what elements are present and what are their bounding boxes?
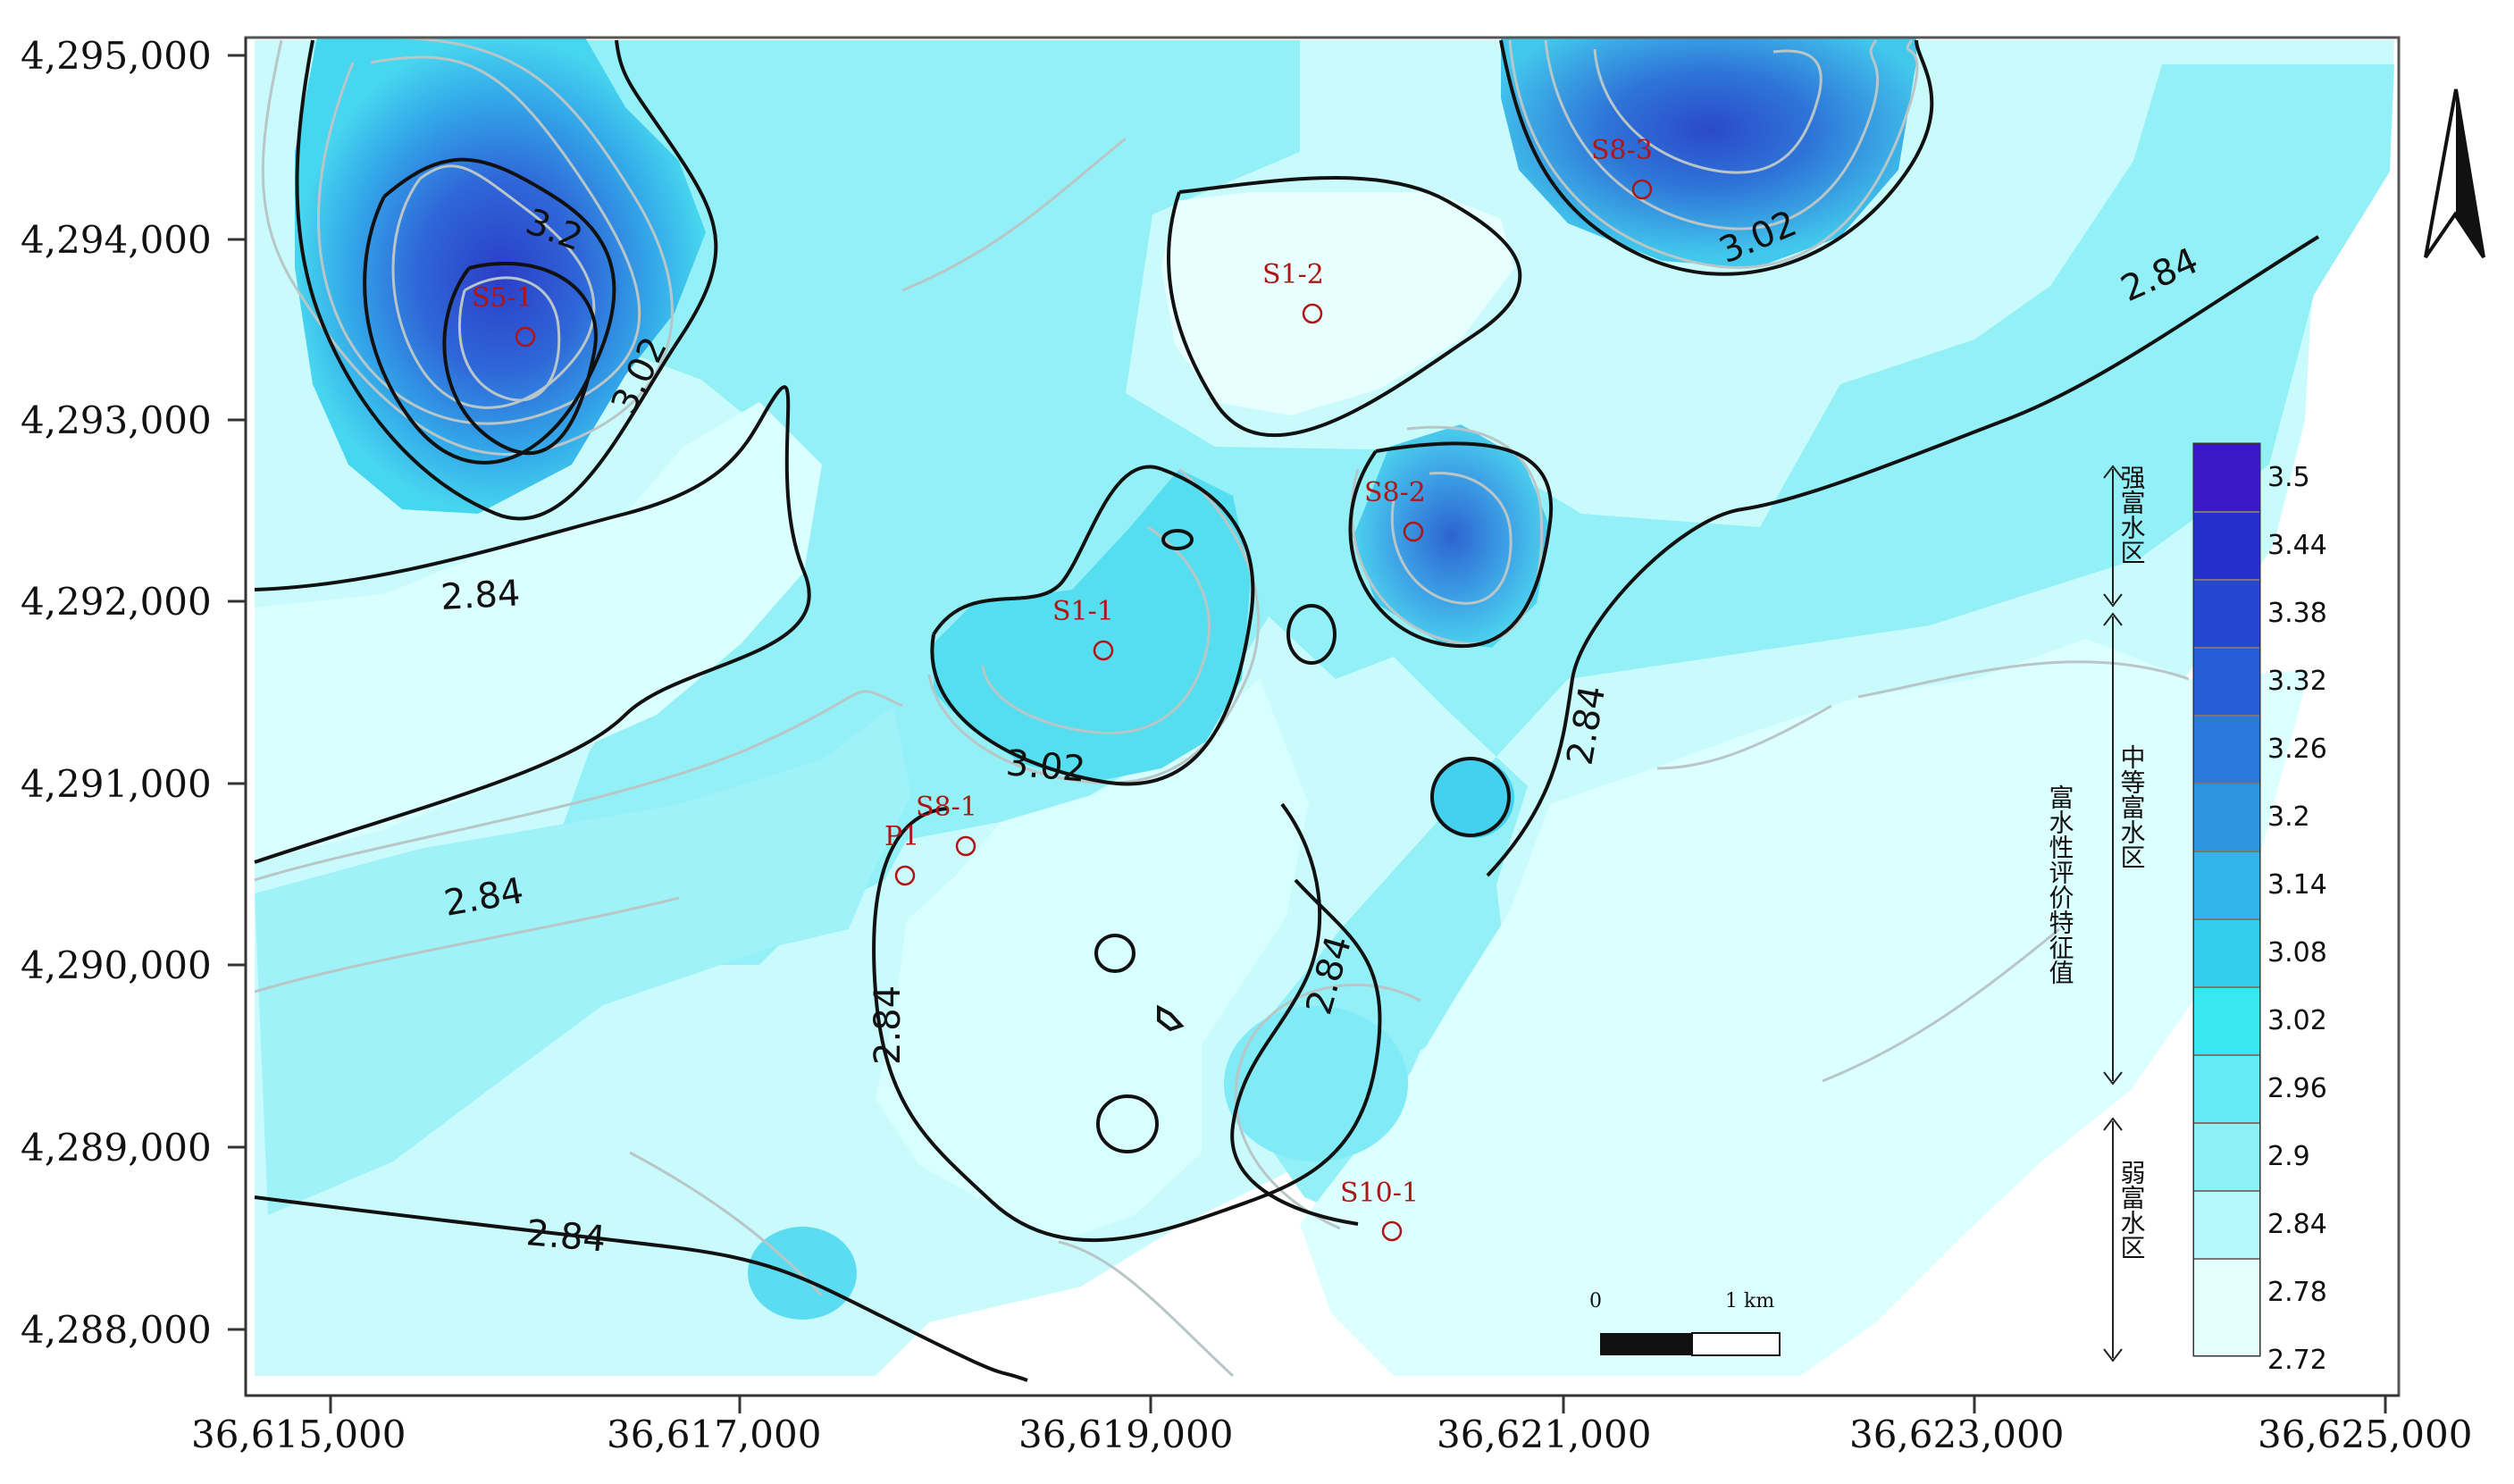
evaluation-title: 富水性评价特征值: [2046, 784, 2075, 985]
legend-value: 2.72: [2267, 1345, 2327, 1376]
legend: 3.5 3.44 3.38 3.32 3.26 3.2 3.14 3.08 3.…: [2192, 442, 2327, 1376]
x-tick-label: 36,619,000: [1018, 1413, 1233, 1456]
station-label: S8-3: [1591, 135, 1653, 166]
zone-label-medium: 中等富水区: [2117, 744, 2147, 869]
weak-water-zone-center: [876, 679, 1309, 1242]
station-marker: [1403, 521, 1424, 542]
station-label: P1: [884, 821, 919, 852]
station-label: S1-1: [1052, 596, 1114, 627]
y-tick-label: 4,291,000: [21, 762, 212, 806]
contour-label: 2.84: [440, 573, 521, 618]
axis-ticks: [228, 38, 2399, 1413]
station-marker: [515, 326, 536, 348]
y-tick-label: 4,292,000: [21, 580, 212, 624]
north-arrow: [2424, 88, 2485, 259]
medium-water-anomaly-east: [1430, 758, 1514, 838]
scale-bar: 0 1 km: [1589, 1290, 1781, 1356]
contour-label: 3.02: [1004, 742, 1087, 791]
x-tick-label: 36,623,000: [1849, 1413, 2064, 1456]
station-label: S8-2: [1364, 477, 1426, 508]
legend-value: 3.38: [2267, 598, 2327, 629]
zone-label-weak: 弱富水区: [2117, 1160, 2147, 1260]
station-marker: [1093, 640, 1114, 661]
legend-value: 2.96: [2267, 1073, 2327, 1104]
legend-value: 3.5: [2267, 462, 2310, 493]
legend-value: 3.44: [2267, 530, 2327, 561]
medium-water-zone-center: [313, 40, 2394, 1233]
medium-water-zone-south: [255, 706, 911, 1215]
contour-label: 2.84: [867, 985, 909, 1065]
strong-water-anomaly-s8-3: [1501, 38, 1916, 268]
station-marker: [1631, 179, 1653, 200]
y-tick-label: 4,289,000: [21, 1126, 212, 1170]
contour-label: 2.84: [524, 1212, 608, 1261]
station-label: S10-1: [1340, 1178, 1419, 1209]
station-label: S8-1: [916, 792, 977, 823]
y-tick-label: 4,293,000: [21, 398, 212, 442]
x-tick-label: 36,625,000: [2258, 1413, 2472, 1456]
strong-water-anomaly-s8-2: [1353, 424, 1550, 648]
station-label: S1-2: [1262, 259, 1324, 290]
x-axis-labels: 36,615,000 36,617,000 36,619,000 36,621,…: [191, 1413, 2472, 1456]
station-marker: [1302, 303, 1323, 324]
legend-value: 2.9: [2267, 1141, 2310, 1172]
y-tick-label: 4,295,000: [21, 34, 212, 78]
medium-water-anomaly-south: [1224, 1006, 1408, 1161]
legend-value: 2.84: [2267, 1209, 2327, 1240]
legend-value: 3.26: [2267, 734, 2327, 765]
station-marker: [955, 835, 976, 857]
contour-lines-black: [254, 39, 2320, 1382]
weak-water-zone-north: [1161, 192, 1514, 415]
legend-value: 3.14: [2267, 869, 2327, 901]
legend-value: 2.78: [2267, 1277, 2327, 1308]
y-tick-label: 4,288,000: [21, 1308, 212, 1352]
legend-value: 3.08: [2267, 937, 2327, 968]
water-rich-zone-annotation: 强富水区 中等富水区 弱富水区 富水性评价特征值: [2046, 465, 2147, 1362]
station-marker: [894, 865, 916, 886]
scale-distance-label: 1 km: [1725, 1290, 1774, 1312]
y-tick-label: 4,290,000: [21, 943, 212, 987]
station-markers: [515, 179, 1653, 1242]
x-tick-label: 36,617,000: [607, 1413, 821, 1456]
zone-label-strong: 强富水区: [2117, 465, 2147, 565]
x-tick-label: 36,621,000: [1437, 1413, 1651, 1456]
station-marker: [1381, 1220, 1403, 1242]
legend-value: 3.02: [2267, 1005, 2327, 1036]
legend-value: 3.32: [2267, 666, 2327, 697]
y-axis-labels: 4,295,000 4,294,000 4,293,000 4,292,000 …: [21, 34, 212, 1352]
legend-value: 3.2: [2267, 801, 2310, 833]
station-labels: S5-1 S8-3 S1-2 S8-2 S1-1 S8-1 P1 S10-1: [472, 135, 1653, 1209]
x-tick-label: 36,615,000: [191, 1413, 406, 1456]
station-label: S5-1: [472, 282, 533, 314]
scale-zero-label: 0: [1589, 1290, 1602, 1312]
weak-water-zone-right: [1300, 639, 2309, 1376]
weak-water-zone-left: [255, 402, 822, 862]
y-tick-label: 4,294,000: [21, 218, 212, 262]
